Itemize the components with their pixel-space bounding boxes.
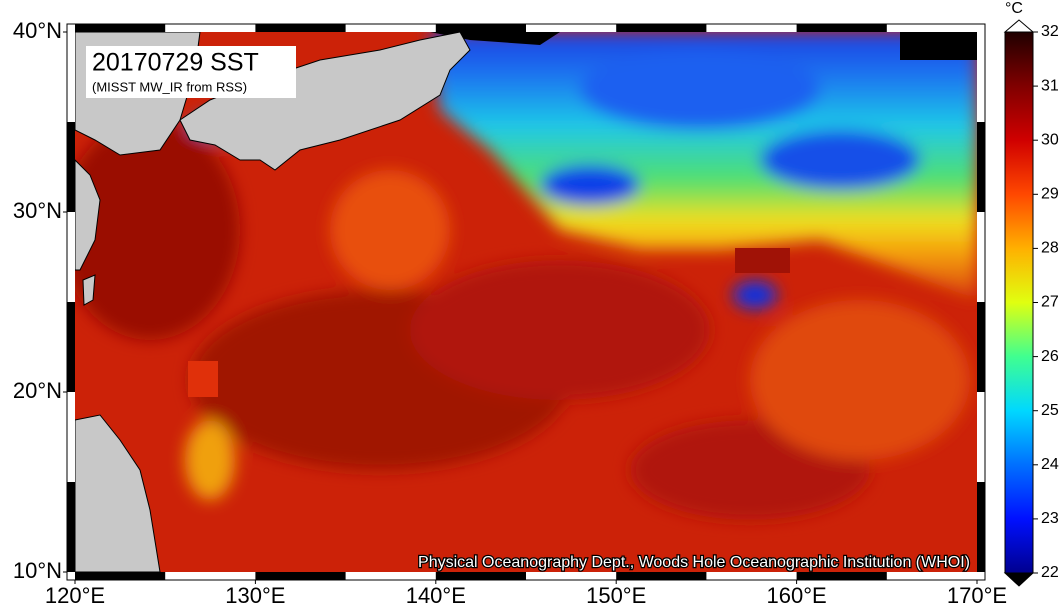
frame-band [67, 302, 75, 392]
colorbar-gradient [1004, 31, 1034, 574]
lat-tick-label: 40°N [13, 18, 62, 43]
frame-band [977, 122, 985, 212]
frame-band [255, 24, 346, 32]
credit: Physical Oceanography Dept., Woods Hole … [418, 554, 970, 571]
colorbar-tick-label: 24 [1041, 456, 1059, 473]
colorbar-unit: °C [1005, 0, 1023, 17]
lat-tick-label: 10°N [13, 558, 62, 583]
colorbar-tick-label: 32 [1041, 23, 1059, 40]
colorbar-tick-label: 26 [1041, 348, 1059, 365]
lon-tick-label: 130°E [225, 583, 285, 608]
map-frame [63, 23, 986, 584]
lat-tick-label: 20°N [13, 378, 62, 403]
colorbar-tick-label: 31 [1041, 77, 1059, 94]
frame-band [616, 572, 707, 580]
frame-band [435, 24, 526, 32]
colorbar: °C [1003, 0, 1035, 587]
map-subtitle: (MISST MW_IR from RSS) [92, 79, 247, 94]
colorbar-tick-label: 22 [1041, 564, 1059, 581]
lat-tick-label: 30°N [13, 198, 62, 223]
frame-band [75, 572, 166, 580]
lon-tick-label: 120°E [45, 583, 105, 608]
colorbar-tick-label: 29 [1041, 186, 1059, 203]
frame-band [616, 24, 707, 32]
colorbar-tick-label: 30 [1041, 131, 1059, 148]
frame-band [67, 122, 75, 212]
sst-field [75, 32, 977, 572]
frame-band [67, 482, 75, 572]
frame-band [796, 572, 887, 580]
frame-band [255, 572, 346, 580]
colorbar-tick-label: 28 [1041, 240, 1059, 257]
frame-band [435, 572, 526, 580]
colorbar-tick-label: 25 [1041, 402, 1059, 419]
lon-tick-label: 150°E [586, 583, 646, 608]
frame-band [977, 302, 985, 392]
colorbar-top-arrow [1003, 19, 1035, 33]
lon-tick-label: 160°E [767, 583, 827, 608]
colorbar-tick-label: 23 [1041, 510, 1059, 527]
frame-band [75, 24, 166, 32]
frame-band [977, 482, 985, 572]
frame-band [796, 24, 887, 32]
colorbar-bottom-arrow [1003, 572, 1035, 587]
title-box [86, 46, 296, 98]
colorbar-tick-label: 27 [1041, 294, 1059, 311]
lon-tick-label: 140°E [406, 583, 466, 608]
map-title: 20170729 SST [92, 49, 259, 77]
lon-tick-label: 170°E [947, 583, 1007, 608]
